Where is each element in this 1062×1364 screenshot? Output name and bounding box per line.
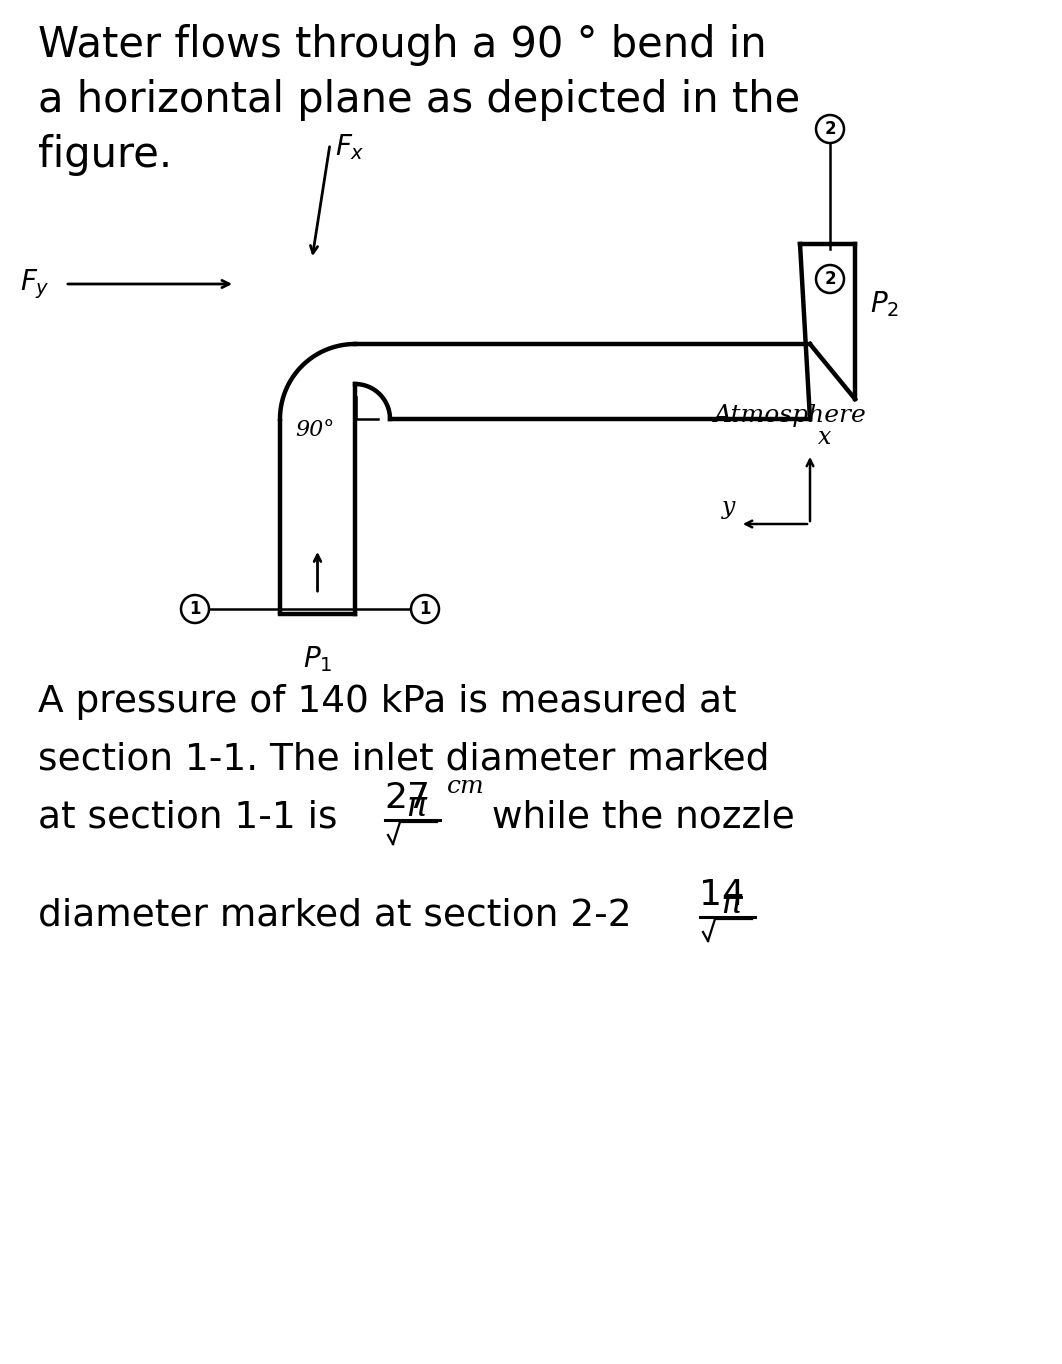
Circle shape (181, 595, 209, 623)
Circle shape (411, 595, 439, 623)
Text: section 1-1. The inlet diameter marked: section 1-1. The inlet diameter marked (38, 741, 770, 777)
Text: a horizontal plane as depicted in the: a horizontal plane as depicted in the (38, 79, 801, 121)
Text: while the nozzle: while the nozzle (480, 801, 794, 836)
Circle shape (816, 115, 844, 143)
Text: A pressure of 140 kPa is measured at: A pressure of 140 kPa is measured at (38, 683, 737, 720)
Text: 2: 2 (824, 270, 836, 288)
Text: cm: cm (447, 775, 484, 798)
Text: figure.: figure. (38, 134, 172, 176)
Text: 1: 1 (419, 600, 431, 618)
Text: Water flows through a 90 ° bend in: Water flows through a 90 ° bend in (38, 25, 767, 65)
Text: $F_x$: $F_x$ (335, 132, 364, 162)
Text: x: x (818, 426, 832, 449)
Text: $P_2$: $P_2$ (870, 289, 900, 319)
Text: 90°: 90° (295, 419, 335, 441)
Text: 14: 14 (699, 878, 746, 913)
Circle shape (816, 265, 844, 293)
Text: 1: 1 (189, 600, 201, 618)
Text: diameter marked at section 2-2: diameter marked at section 2-2 (38, 898, 632, 933)
Text: $\pi$: $\pi$ (406, 790, 428, 822)
Text: $F_y$: $F_y$ (20, 267, 50, 301)
Text: $P_1$: $P_1$ (304, 644, 332, 674)
Text: at section 1-1 is: at section 1-1 is (38, 801, 349, 836)
Text: Atmosphere: Atmosphere (714, 404, 867, 427)
Text: y: y (721, 496, 735, 518)
Text: $\pi$: $\pi$ (721, 887, 743, 919)
Text: 27: 27 (384, 782, 430, 816)
Text: 2: 2 (824, 120, 836, 138)
